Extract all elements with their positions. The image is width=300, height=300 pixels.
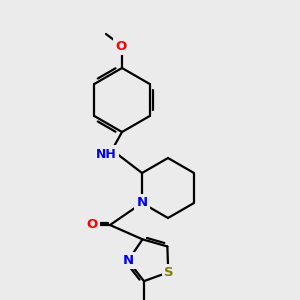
Text: N: N: [122, 254, 134, 267]
Text: N: N: [136, 196, 148, 209]
Text: S: S: [164, 266, 174, 279]
Text: O: O: [86, 218, 98, 232]
Text: O: O: [116, 40, 127, 52]
Text: NH: NH: [96, 148, 116, 160]
